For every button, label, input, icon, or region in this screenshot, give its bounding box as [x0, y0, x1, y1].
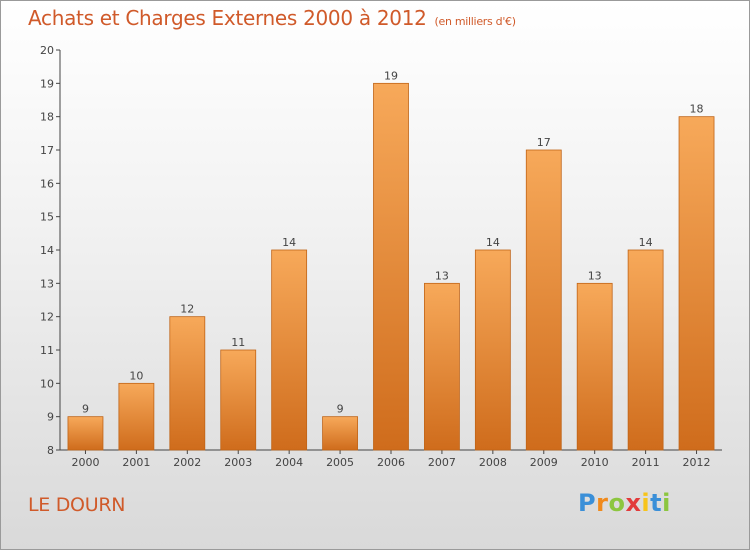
logo-letter: x [625, 489, 642, 517]
bar-2003 [220, 349, 257, 451]
x-tick-label: 2011 [632, 456, 660, 469]
y-tick-label: 18 [40, 111, 54, 124]
bar-2008 [474, 249, 511, 451]
data-label: 9 [337, 403, 344, 416]
data-label: 13 [588, 269, 602, 282]
data-label: 13 [435, 269, 449, 282]
x-tick-label: 2003 [224, 456, 252, 469]
y-tick-label: 14 [40, 244, 54, 257]
chart-subtitle: (en milliers d'€) [434, 15, 516, 28]
data-label: 10 [129, 369, 143, 382]
data-label: 11 [231, 336, 245, 349]
logo-letter: P [578, 489, 597, 517]
bar-2011 [627, 249, 664, 451]
y-tick-label: 9 [47, 411, 54, 424]
data-label: 18 [690, 103, 704, 116]
x-tick-label: 2002 [173, 456, 201, 469]
x-tick-label: 2012 [683, 456, 711, 469]
bar-2001 [118, 382, 155, 451]
logo-letter: i [641, 489, 651, 517]
bar-2010 [576, 282, 613, 451]
data-label: 14 [486, 236, 500, 249]
y-tick-label: 10 [40, 377, 54, 390]
data-label: 14 [282, 236, 296, 249]
logo-letter: o [608, 489, 626, 517]
y-tick-label: 13 [40, 277, 54, 290]
y-tick-label: 15 [40, 211, 54, 224]
proxiti-logo: Proxiti [578, 489, 671, 517]
chart-bars [67, 82, 715, 451]
bar-2012 [678, 116, 715, 451]
bar-2007 [424, 282, 460, 451]
data-label: 19 [384, 69, 398, 82]
bar-2004 [271, 249, 308, 451]
place-name: LE DOURN [28, 494, 126, 516]
y-tick-label: 17 [40, 144, 54, 157]
y-tick-label: 19 [40, 77, 54, 90]
x-tick-label: 2000 [71, 456, 99, 469]
x-tick-label: 2001 [122, 456, 150, 469]
data-label: 17 [537, 136, 551, 149]
x-tick-label: 2009 [530, 456, 558, 469]
chart-title-block: Achats et Charges Externes 2000 à 2012 (e… [28, 6, 516, 30]
chart-data-labels: 9 10 12 11 14 9 19 13 14 17 13 14 18 [82, 69, 704, 415]
logo-letter: r [596, 489, 609, 517]
data-label: 12 [180, 303, 194, 316]
data-label: 9 [82, 403, 89, 416]
bar-2000 [67, 416, 104, 451]
bar-2002 [169, 316, 206, 451]
bar-2006 [373, 82, 409, 451]
y-tick-label: 12 [40, 311, 54, 324]
x-tick-label: 2007 [428, 456, 456, 469]
bar-2005 [322, 416, 358, 451]
x-tick-label: 2004 [275, 456, 303, 469]
chart-title: Achats et Charges Externes 2000 à 2012 [28, 6, 427, 30]
x-tick-label: 2005 [326, 456, 354, 469]
y-tick-label: 16 [40, 177, 54, 190]
x-tick-label: 2008 [479, 456, 507, 469]
x-tick-label: 2006 [377, 456, 405, 469]
y-tick-label: 8 [47, 444, 54, 457]
y-tick-label: 11 [40, 344, 54, 357]
bar-2009 [525, 149, 562, 451]
logo-letter: t [650, 489, 663, 517]
y-tick-label: 20 [40, 44, 54, 57]
x-tick-label: 2010 [581, 456, 609, 469]
data-label: 14 [639, 236, 653, 249]
logo-letter: i [662, 489, 671, 517]
